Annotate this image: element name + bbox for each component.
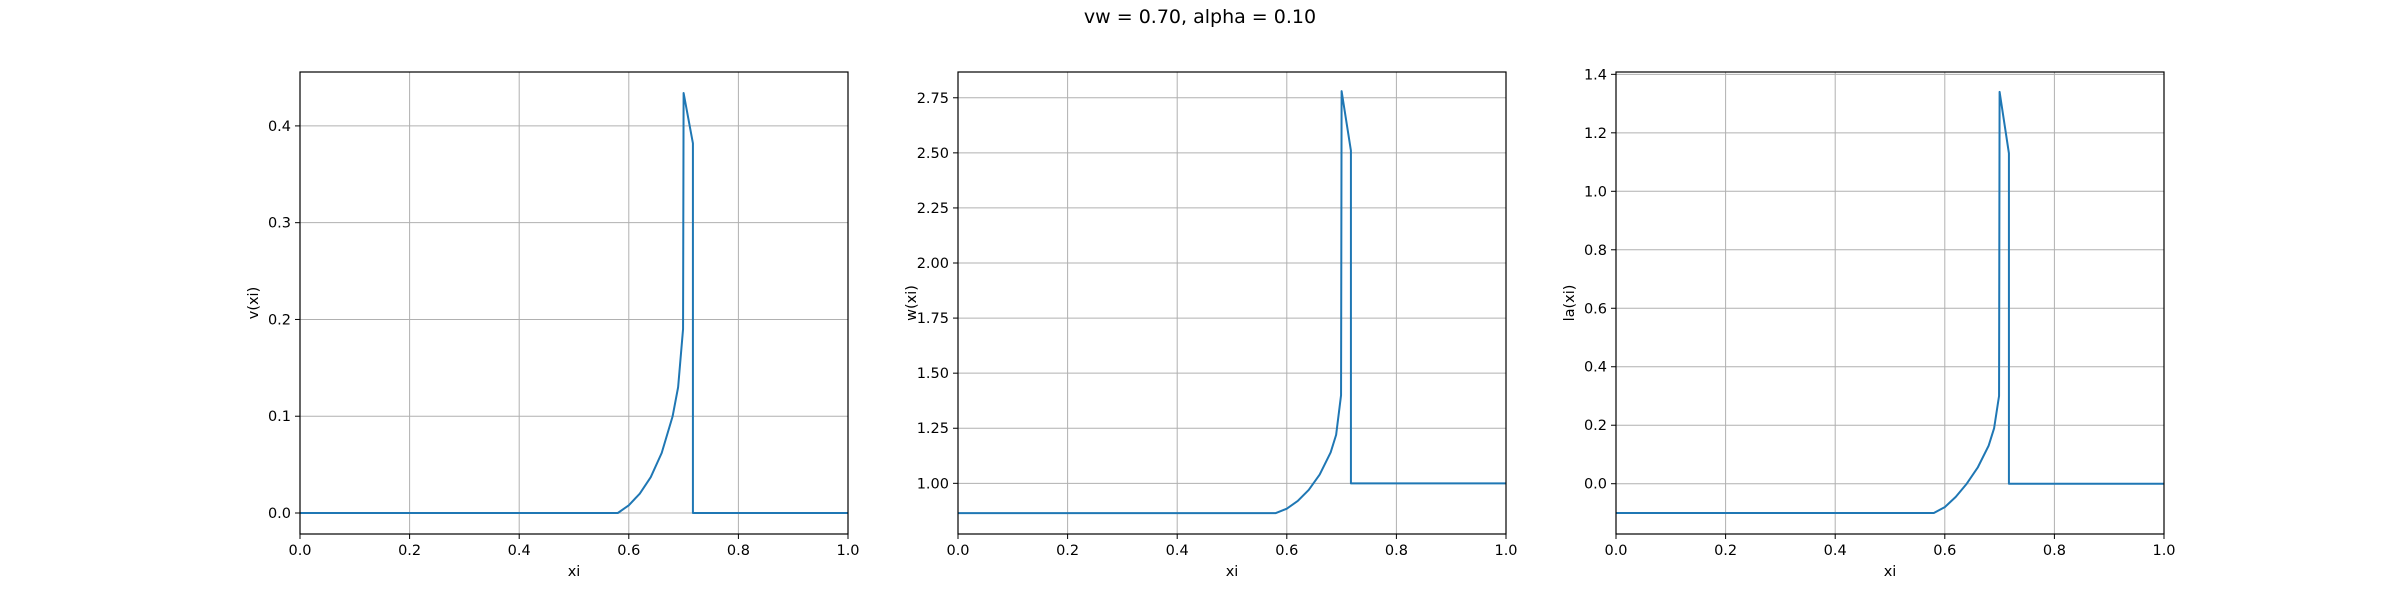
la-ytick-label-3: 0.6 — [1584, 301, 1607, 317]
w-xtick-label-2: 0.4 — [1166, 543, 1189, 559]
la-xtick-label-1: 0.2 — [1714, 543, 1737, 559]
v-xtick-label-2: 0.4 — [508, 543, 531, 559]
v-ytick-label-0: 0.0 — [268, 506, 291, 522]
w-xtick-label-3: 0.6 — [1275, 543, 1298, 559]
w-x-axis-label: xi — [1226, 564, 1239, 580]
la-ytick-label-0: 0.0 — [1584, 477, 1607, 493]
la-ytick-label-2: 0.4 — [1584, 360, 1607, 376]
w-ytick-label-4: 2.00 — [917, 256, 949, 272]
la-ytick-label-4: 0.8 — [1584, 243, 1607, 259]
la-y-axis-label: la(xi) — [1562, 285, 1578, 322]
subplot-la: 0.0 0.2 0.4 0.6 0.8 1.0 0.0 0.2 0.4 0.6 0.8 1.0 1.2 1… — [1562, 67, 2176, 580]
w-ytick-label-3: 1.75 — [917, 311, 949, 327]
la-ytick-label-5: 1.0 — [1584, 184, 1607, 200]
v-xtick-label-4: 0.8 — [727, 543, 750, 559]
subplot-v: 0.0 0.2 0.4 0.6 0.8 1.0 0.0 0.1 0.2 0.3 0.4 xi v(xi) — [246, 71, 860, 580]
la-x-axis-label: xi — [1884, 564, 1897, 580]
v-y-axis-label: v(xi) — [246, 287, 262, 320]
v-ytick-label-1: 0.1 — [268, 409, 291, 425]
v-series-line — [300, 92, 848, 514]
la-xtick-label-3: 0.6 — [1933, 543, 1956, 559]
la-series-line — [1616, 90, 2164, 514]
w-xtick-label-4: 0.8 — [1385, 543, 1408, 559]
v-ytick-label-2: 0.2 — [268, 312, 291, 328]
la-ytick-label-6: 1.2 — [1584, 126, 1607, 142]
w-ytick-label-6: 2.50 — [917, 146, 949, 162]
v-ytick-label-4: 0.4 — [268, 119, 291, 135]
w-ytick-label-1: 1.25 — [917, 421, 949, 437]
v-xtick-label-0: 0.0 — [288, 543, 311, 559]
v-xtick-label-3: 0.6 — [617, 543, 640, 559]
w-ytick-label-5: 2.25 — [917, 201, 949, 217]
w-ytick-label-2: 1.50 — [917, 366, 949, 382]
la-axes-frame — [1615, 71, 2165, 535]
w-xtick-label-5: 1.0 — [1494, 543, 1517, 559]
la-ytick-label-7: 1.4 — [1584, 67, 1607, 83]
figure-title: vw = 0.70, alpha = 0.10 — [1083, 6, 1317, 28]
v-xtick-label-1: 0.2 — [398, 543, 421, 559]
v-xtick-label-5: 1.0 — [836, 543, 859, 559]
la-xtick-label-2: 0.4 — [1824, 543, 1847, 559]
la-xtick-label-4: 0.8 — [2043, 543, 2066, 559]
w-ytick-label-0: 1.00 — [917, 476, 949, 492]
v-x-axis-label: xi — [568, 564, 581, 580]
v-ytick-label-3: 0.3 — [268, 216, 291, 232]
w-axes-frame — [957, 71, 1507, 535]
w-xtick-label-1: 0.2 — [1056, 543, 1079, 559]
v-axes-frame — [299, 71, 849, 535]
w-series-line — [958, 90, 1506, 515]
w-ytick-label-7: 2.75 — [917, 91, 949, 107]
w-y-axis-label: w(xi) — [904, 285, 920, 321]
la-ytick-label-1: 0.2 — [1584, 418, 1607, 434]
subplot-w: 0.0 0.2 0.4 0.6 0.8 1.0 1.00 1.25 1.50 1.75 2.00 2.… — [904, 71, 1518, 580]
w-xtick-label-0: 0.0 — [946, 543, 969, 559]
la-xtick-label-5: 1.0 — [2152, 543, 2175, 559]
la-xtick-label-0: 0.0 — [1604, 543, 1627, 559]
